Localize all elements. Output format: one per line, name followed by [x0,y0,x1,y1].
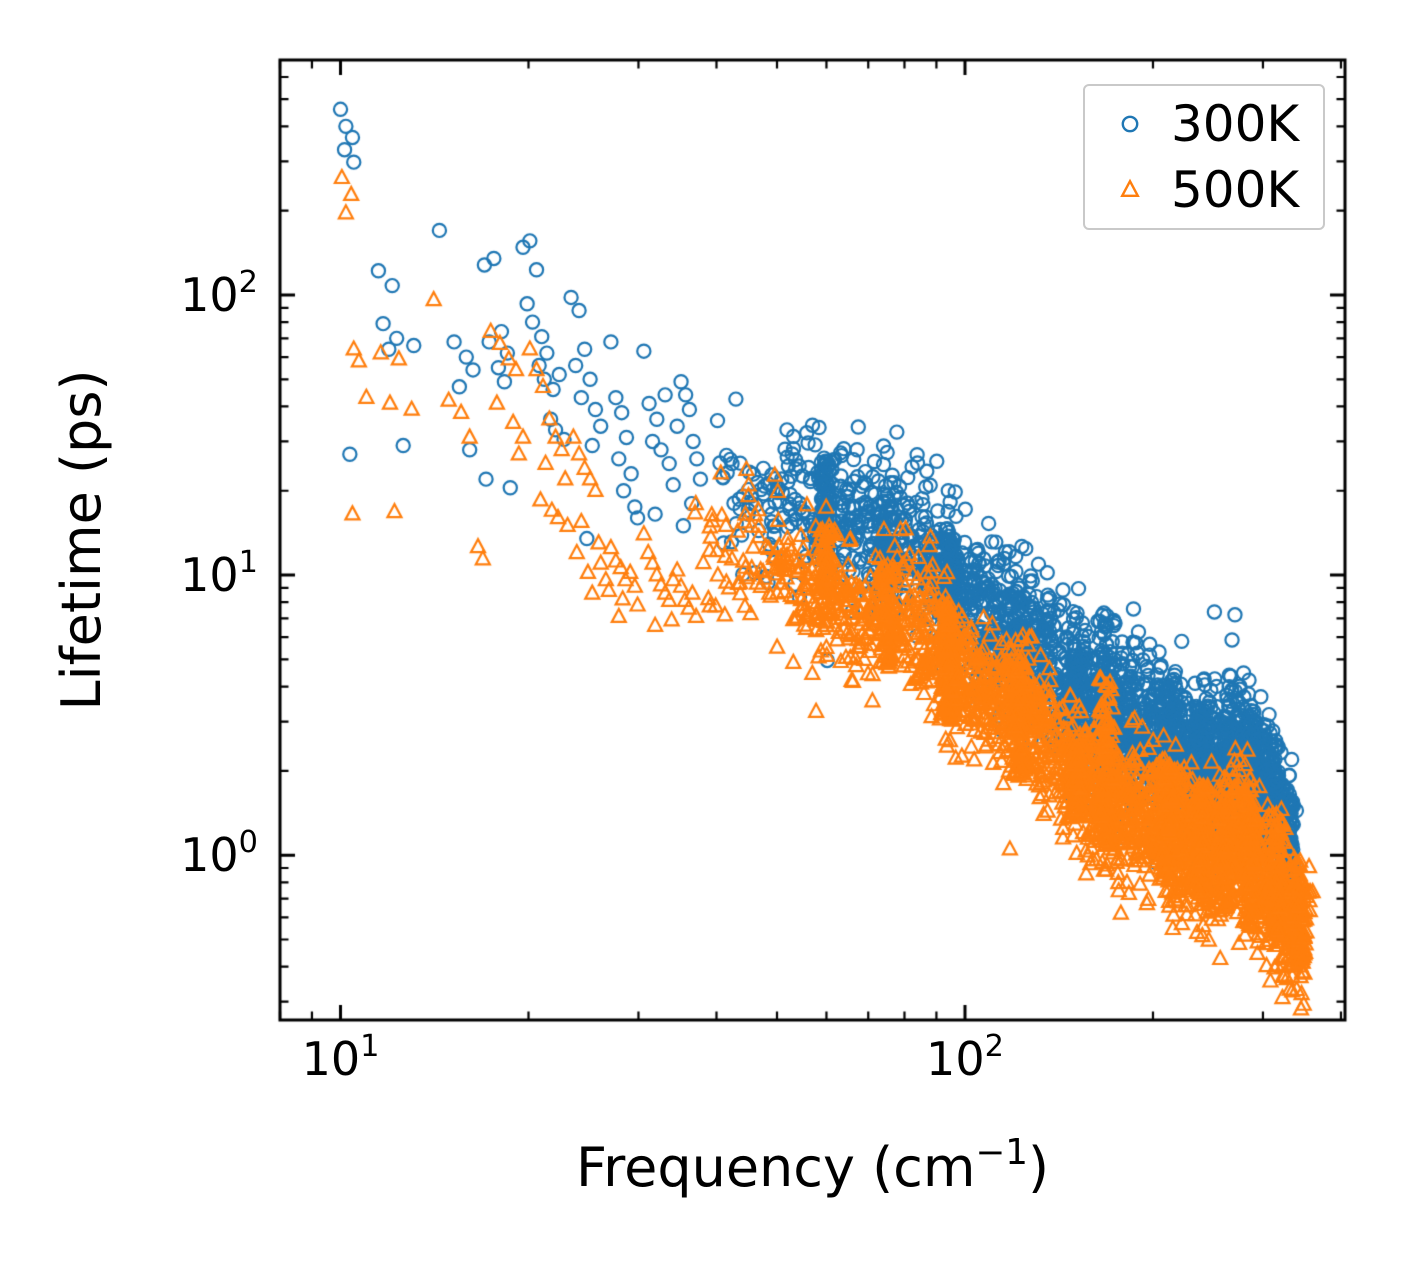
tick-base: 10 [180,267,239,322]
x-axis-label: Frequency (cm−1) [576,1135,1049,1195]
y-tick-label-10: 101 [180,548,258,598]
legend: 300K 500K [1083,84,1325,230]
x-tick-label-10: 101 [302,1032,380,1082]
legend-label-500k: 500K [1171,161,1300,219]
circle-marker-icon [1121,115,1139,133]
legend-entry-300k: 300K [1115,99,1323,149]
legend-label-300k: 300K [1171,95,1300,153]
y-tick-label-100: 102 [180,267,258,317]
tick-exponent: 0 [238,825,258,861]
tick-base: 10 [180,828,239,883]
tick-base: 10 [301,1032,361,1086]
x-tick-label-100: 102 [926,1032,1004,1082]
y-tick-label-1: 100 [180,828,258,878]
triangle-marker-icon [1120,178,1140,197]
x-axis-label-exponent: −1 [975,1131,1028,1173]
y-axis-label: Lifetime (ps) [50,369,113,711]
x-axis-label-close: ) [1027,1136,1050,1199]
tick-base: 10 [180,548,239,603]
tick-exponent: 1 [360,1029,380,1065]
tick-base: 10 [926,1032,985,1086]
tick-exponent: 1 [238,545,258,581]
x-axis-label-text: Frequency (cm [575,1136,976,1199]
tick-exponent: 2 [984,1029,1004,1065]
tick-exponent: 2 [238,265,258,301]
legend-entry-500k: 500K [1115,165,1323,215]
